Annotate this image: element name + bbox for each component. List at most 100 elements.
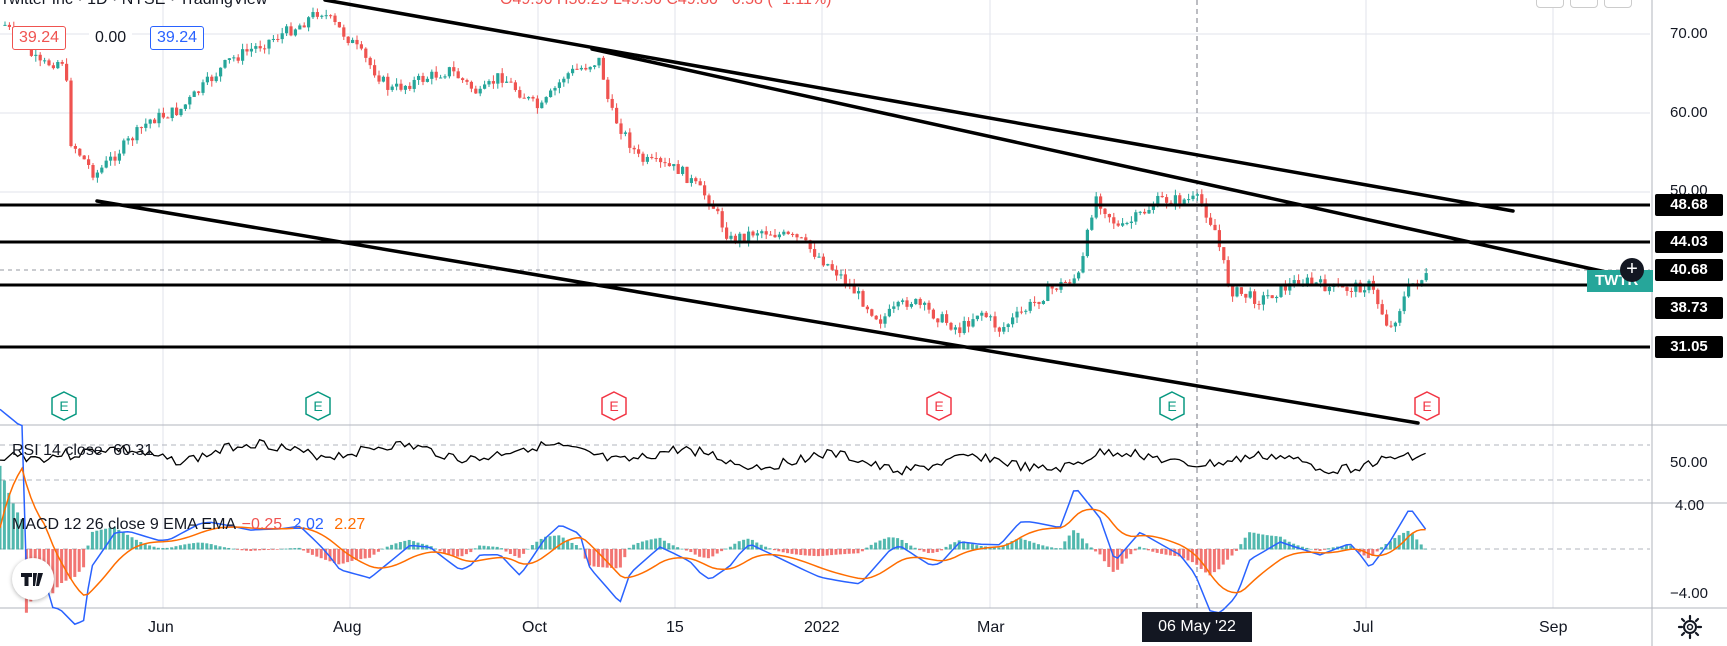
candle-body [135, 127, 139, 141]
macd-histogram-bar [671, 545, 675, 550]
macd-histogram-bar [99, 529, 103, 550]
earnings-badge[interactable]: E [305, 391, 331, 421]
candle-body [1393, 322, 1397, 327]
macd-histogram-bar [394, 543, 398, 550]
candle-body [157, 112, 161, 124]
macd-histogram-bar [376, 549, 380, 552]
candle-body [997, 327, 1001, 332]
candle-body [804, 237, 808, 241]
macd-histogram-bar [288, 548, 292, 550]
earnings-badge[interactable]: E [1159, 391, 1185, 421]
macd-histogram-bar [218, 546, 222, 550]
candle-body [817, 256, 821, 258]
candle-body [245, 49, 249, 52]
macd-histogram-bar [1067, 535, 1071, 550]
candle-body [1019, 311, 1023, 313]
candle-body [87, 159, 91, 165]
macd-histogram-bar [517, 549, 521, 558]
sell-price-button[interactable]: 39.24 [12, 26, 67, 50]
macd-histogram-bar [293, 548, 297, 550]
candle-body [1279, 284, 1283, 297]
macd-histogram-bar [1358, 549, 1362, 553]
maximize-button[interactable] [1604, 0, 1632, 8]
macd-histogram-bar [926, 549, 930, 554]
earnings-badge[interactable]: E [51, 391, 77, 421]
macd-histogram-bar [174, 546, 178, 550]
candle-body [1235, 287, 1239, 297]
candle-body [285, 26, 289, 34]
candle-body [667, 163, 671, 167]
candle-body [329, 15, 333, 17]
earnings-badge[interactable]: E [1414, 391, 1440, 421]
earnings-badge[interactable]: E [601, 391, 627, 421]
macd-legend[interactable]: MACD 12 26 close 9 EMA EMA −0.25 2.02 2.… [12, 516, 365, 534]
candle-body [1121, 223, 1125, 226]
candle-body [1055, 288, 1059, 290]
macd-histogram-bar [302, 549, 306, 551]
candle-body [113, 156, 117, 161]
candle-body [60, 62, 64, 64]
candle-body [443, 76, 447, 78]
trendlines[interactable] [95, 0, 1617, 425]
candle-body [1292, 280, 1296, 284]
macd-histogram-bar [1265, 535, 1269, 550]
candle-body [227, 58, 231, 60]
macd-histogram-bar [1278, 536, 1282, 550]
candle-body [223, 59, 227, 68]
macd-histogram-bar [1168, 549, 1172, 556]
tradingview-logo-icon[interactable] [12, 558, 54, 600]
macd-histogram-bar [86, 545, 90, 550]
candle-body [1024, 310, 1028, 312]
macd-histogram-bar [869, 544, 873, 550]
candle-body [606, 79, 610, 99]
svg-text:E: E [59, 398, 68, 414]
candle-body [188, 96, 192, 105]
gear-icon[interactable] [1677, 614, 1703, 640]
candle-body [82, 155, 86, 160]
collapse-button[interactable] [1536, 0, 1564, 8]
macd-histogram-bar [711, 549, 715, 557]
candle-body [1257, 303, 1261, 305]
candle-body [1244, 293, 1248, 298]
macd-histogram-bar [658, 537, 662, 550]
plus-circle-icon[interactable]: + [1620, 258, 1644, 282]
buy-price-button[interactable]: 39.24 [150, 26, 205, 50]
candle-body [456, 71, 460, 79]
macd-histogram-bar [403, 540, 407, 550]
candle-body [1385, 314, 1389, 326]
candle-body [1129, 221, 1133, 223]
candle-body [769, 234, 773, 236]
candle-body [830, 264, 834, 270]
svg-text:E: E [313, 398, 322, 414]
candle-body [51, 65, 55, 69]
candle-body [535, 98, 539, 109]
horizontal-levels[interactable] [0, 203, 1650, 349]
close-button[interactable] [1570, 0, 1598, 8]
macd-histogram-bar [275, 549, 279, 550]
macd-histogram-bar [121, 532, 125, 550]
macd-histogram-bar [843, 549, 847, 555]
candle-body [38, 54, 42, 61]
macd-histogram-bar [1177, 549, 1181, 557]
candle-body [232, 57, 236, 59]
macd-histogram-bar [1208, 549, 1212, 576]
macd-histogram-bar [768, 548, 772, 550]
earnings-badge[interactable]: E [926, 391, 952, 421]
candle-body [1253, 291, 1257, 304]
candle-body [945, 314, 949, 323]
macd-histogram-bar [614, 549, 618, 569]
macd-hist-value: −0.25 [241, 516, 283, 533]
svg-text:E: E [609, 398, 618, 414]
candle-body [716, 208, 720, 212]
candle-body [425, 78, 429, 82]
macd-histogram-bar [1054, 548, 1058, 550]
rsi-legend[interactable]: RSI 14 close 60.31 [12, 442, 153, 460]
macd-histogram-bar [249, 549, 253, 551]
macd-histogram-bar [1032, 542, 1036, 550]
candle-body [65, 63, 69, 81]
candle-body [905, 300, 909, 307]
macd-histogram-bar [777, 549, 781, 552]
macd-histogram-bar [544, 536, 548, 550]
macd-histogram-bar [1344, 545, 1348, 550]
